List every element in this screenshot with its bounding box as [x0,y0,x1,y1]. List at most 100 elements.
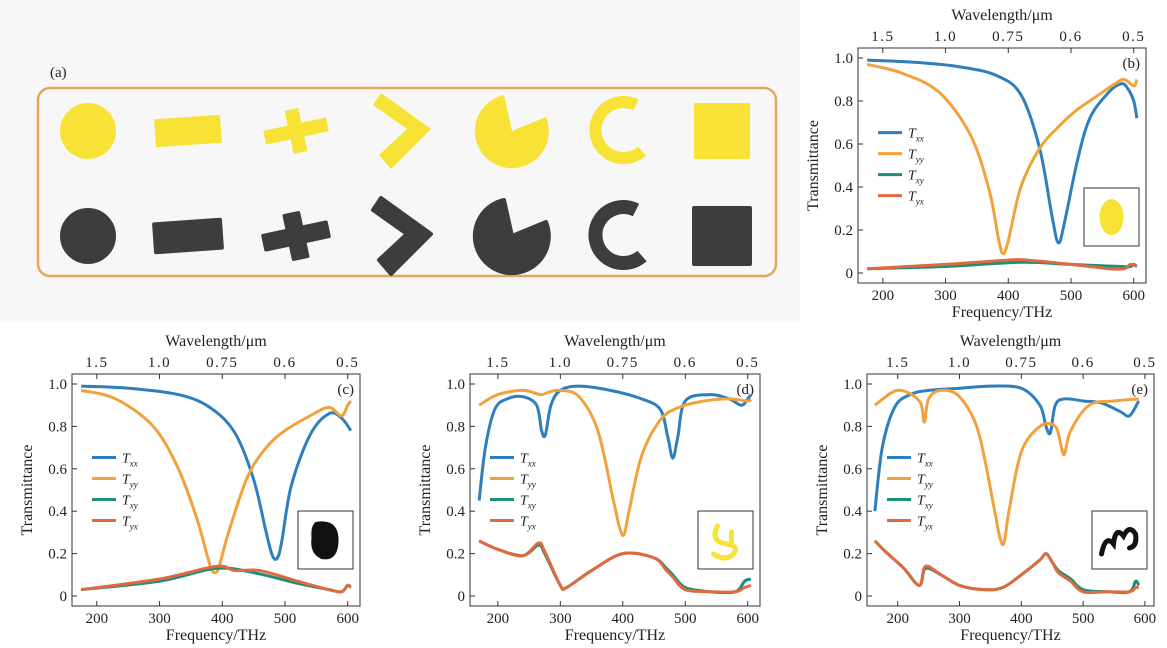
legend-entry: Txx [908,127,924,144]
top-axis-label: Wavelength/μm [960,333,1062,350]
inset-shape-box [297,510,354,570]
top-tick-label: 1.5 [85,355,108,371]
legend-subscript: yx [924,522,933,532]
y-tick-label: 0.4 [48,504,67,520]
panel-label: (e) [1131,382,1148,398]
chart-panel-3: 200 300 400 500 600 0 0.2 0.4 0.6 0.8 1.0 1.5 1.0 0.7… [814,333,1157,644]
y-tick-label: 0.8 [48,419,67,435]
legend-name: T [917,473,926,488]
legend-name: T [122,452,131,467]
x-axis-label: Frequency/THz [960,627,1060,644]
top-tick-label: 0.75 [1005,355,1037,371]
legend-name: T [917,452,926,467]
legend-name: T [520,452,529,467]
y-tick-label: 0 [60,589,68,605]
fabricated-shape-disk [60,208,116,264]
series-line-yx [873,539,1139,595]
series-line-xx [867,58,1139,245]
legend-entry: Txy [917,494,933,511]
legend-subscript: yx [129,522,138,532]
y-tick-label: 0 [846,266,854,282]
top-tick-label: 1.5 [886,355,909,371]
panel-a-background [0,0,800,322]
legend-subscript: xy [915,176,924,186]
legend-subscript: xy [924,501,933,511]
series-line-xx [477,384,753,501]
panel-a-label: (a) [50,65,67,81]
inset-shape-box [1091,510,1148,570]
plot-frame [469,373,761,607]
y-tick-label: 0.6 [843,462,862,478]
x-tick-label: 600 [737,611,760,627]
series-line-yx [80,564,352,594]
legend-subscript: yx [915,197,924,207]
y-axis-label: Transmittance [814,445,831,536]
y-tick-label: 0.8 [843,419,862,435]
plot-frame [857,47,1147,284]
top-axis-label: Wavelength/μm [165,333,267,350]
top-tick-label: 1.0 [934,29,957,45]
legend-entry: Tyx [520,515,536,532]
legend-subscript: xx [924,459,933,469]
top-tick-label: 0.5 [1133,355,1156,371]
legend-subscript: yx [527,522,536,532]
fabricated-shape-cross [261,211,331,261]
legend-entry: Tyx [917,515,933,532]
panel-label: (b) [1123,56,1141,72]
legend-name: T [520,473,529,488]
y-tick-label: 0.4 [834,180,853,196]
legend-entry: Tyy [122,473,138,490]
x-tick-label: 300 [148,611,171,627]
panel-a: (a) [0,0,800,322]
legend-name: T [122,515,131,530]
y-axis-label: Transmittance [805,120,822,211]
legend-name: T [917,494,926,509]
series-line-yy [873,388,1139,547]
top-tick-label: 0.5 [736,355,759,371]
inset-ellipse [1099,199,1124,235]
legend-name: T [908,169,917,184]
design-shape-square [694,103,750,159]
x-tick-label: 200 [872,288,895,304]
design-shape-bar [154,114,222,148]
x-tick-label: 500 [274,611,297,627]
x-tick-label: 400 [1010,611,1033,627]
legend-subscript: xy [527,501,536,511]
x-tick-label: 500 [1060,288,1083,304]
y-tick-label: 0.6 [834,137,853,153]
legend-name: T [122,473,131,488]
y-tick-label: 0 [458,589,466,605]
top-tick-label: 0.75 [206,355,238,371]
legend-name: T [122,494,131,509]
series-line-yy [80,388,353,575]
top-tick-label: 0.6 [1059,29,1082,45]
x-tick-label: 200 [886,611,909,627]
legend-entry: Txy [520,494,536,511]
inset-shape-box [1083,187,1140,247]
y-tick-label: 0.4 [843,504,862,520]
top-tick-label: 0.5 [336,355,359,371]
fabricated-shape-square [692,206,752,266]
series-line-yx [478,539,752,594]
legend-subscript: xx [527,459,536,469]
top-tick-label: 1.5 [871,29,894,45]
inset-blob [311,521,339,560]
y-tick-label: 0.2 [834,223,853,239]
series-line-yy [866,62,1139,256]
chart-panel-1: 200 300 400 500 600 0 0.2 0.4 0.6 0.8 1.0 1.5 1.0 0.7… [19,333,361,644]
design-shape-cross [263,108,329,154]
plot-frame [71,373,361,607]
legend-subscript: xx [129,459,138,469]
x-tick-label: 600 [1134,611,1157,627]
inset-shape-box [697,510,754,570]
y-tick-label: 0 [855,589,863,605]
series-line-xx [873,384,1141,512]
y-tick-label: 1.0 [446,377,465,393]
top-tick-label: 0.5 [1122,29,1145,45]
inset-hook [711,523,738,561]
x-tick-label: 400 [211,611,234,627]
charts: 200 300 400 500 600 0 0.2 0.4 0.6 0.8 1.0 1.5 1.0 0.7… [19,7,1157,644]
shape-grid [60,93,752,276]
x-tick-label: 300 [934,288,957,304]
top-tick-label: 0.75 [607,355,639,371]
